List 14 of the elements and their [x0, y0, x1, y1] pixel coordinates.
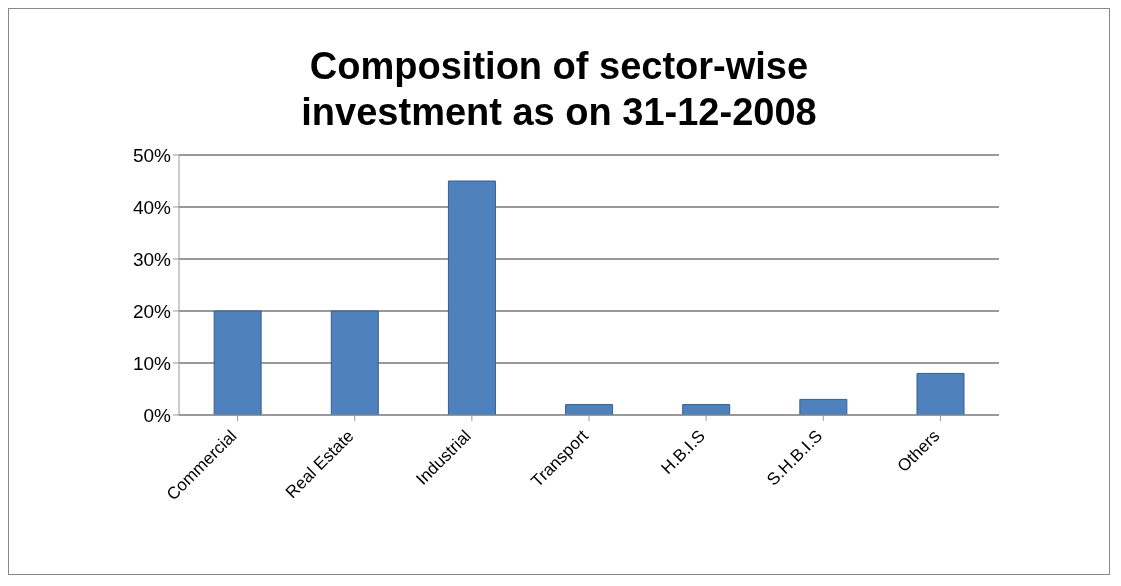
bar: [682, 404, 731, 415]
y-tick-label: 10%: [132, 352, 172, 374]
bar: [565, 404, 614, 415]
chart-title: Composition of sector-wise investment as on 31-12-2008: [300, 44, 818, 135]
y-tick-label: 20%: [132, 300, 172, 322]
bar: [213, 310, 262, 415]
y-tick-label: 30%: [132, 248, 172, 270]
bar: [916, 372, 965, 415]
bar: [799, 398, 848, 415]
bar: [330, 310, 379, 415]
bar: [447, 180, 496, 415]
y-tick-label: 0%: [143, 404, 172, 426]
y-tick-label: 40%: [132, 196, 172, 218]
y-tick-label: 50%: [132, 144, 172, 166]
